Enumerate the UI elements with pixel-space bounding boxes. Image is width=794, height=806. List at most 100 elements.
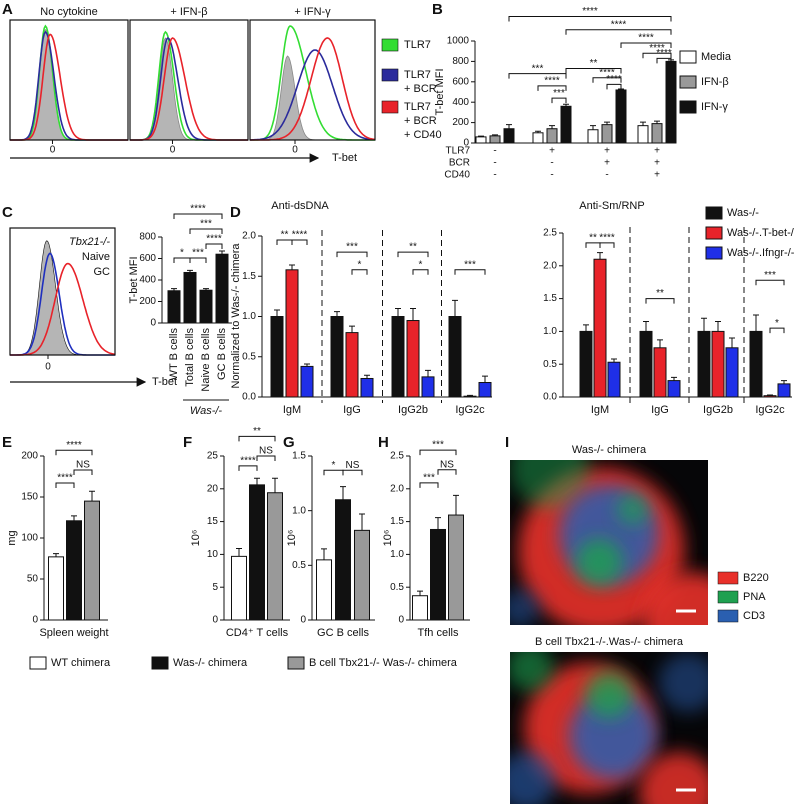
error-bar xyxy=(410,307,416,321)
condition-mark: - xyxy=(493,158,496,169)
error-bar xyxy=(289,264,295,270)
significance-label: **** xyxy=(649,43,665,54)
bar xyxy=(697,330,711,398)
error-bar xyxy=(729,337,735,348)
y-tick-label: 0.5 xyxy=(292,560,306,571)
condition-mark: - xyxy=(605,170,608,181)
significance-bracket xyxy=(351,269,368,275)
significance-label: **** xyxy=(206,234,222,245)
significance-label: **** xyxy=(240,455,256,466)
panel-label: F xyxy=(183,434,192,451)
significance-bracket xyxy=(342,469,363,476)
significance-bracket xyxy=(508,73,567,79)
y-tick-label: 1.5 xyxy=(543,293,557,304)
x-tick-label: 0 xyxy=(292,145,298,156)
condition-mark: - xyxy=(493,146,496,157)
y-tick-label: 600 xyxy=(452,76,469,87)
y-axis-label: T-bet MFI xyxy=(128,256,140,303)
legend-label: TLR7 xyxy=(404,39,431,51)
bar xyxy=(48,556,64,621)
bar xyxy=(532,132,544,144)
legend-label: Was-/-.Ifngr-/- xyxy=(727,247,794,259)
bar xyxy=(615,89,627,144)
panel-label: E xyxy=(2,434,12,451)
legend-swatch xyxy=(705,226,723,240)
y-tick-label: 1.0 xyxy=(242,311,256,322)
error-bar xyxy=(359,513,365,531)
error-bar xyxy=(492,134,498,136)
bar xyxy=(345,332,359,398)
error-bar xyxy=(89,490,95,502)
histogram-baseline xyxy=(130,37,248,141)
y-axis-label: mg xyxy=(6,530,18,545)
significance-label: **** xyxy=(582,6,598,17)
significance-label: ** xyxy=(589,232,597,243)
legend-label: Was-/- xyxy=(727,207,759,219)
condition-mark: + xyxy=(604,158,610,169)
bar xyxy=(777,383,791,398)
y-tick-label: 0 xyxy=(300,615,306,626)
significance-label: **** xyxy=(292,230,308,241)
significance-label: * xyxy=(775,318,779,329)
y-tick-label: 0 xyxy=(32,615,38,626)
error-bar xyxy=(781,380,787,384)
significance-bracket xyxy=(323,469,344,476)
condition-mark: + xyxy=(654,146,660,157)
significance-bracket xyxy=(551,97,567,104)
y-tick-label: 200 xyxy=(452,117,469,128)
x-tick-label: Naive B cells xyxy=(200,328,212,392)
legend-swatch xyxy=(287,656,305,670)
significance-bracket xyxy=(336,251,368,258)
histogram-curve xyxy=(130,36,248,141)
legend-swatch xyxy=(717,590,739,604)
bar xyxy=(66,520,82,621)
y-tick-label: 200 xyxy=(21,451,38,462)
x-tick-label: IgG xyxy=(343,404,361,416)
panel-label: H xyxy=(378,434,389,451)
bar xyxy=(421,376,435,398)
y-tick-label: 0.5 xyxy=(543,359,557,370)
error-bar xyxy=(767,394,773,396)
legend-label: Tbx21-/- xyxy=(69,236,110,248)
bar xyxy=(335,499,351,621)
significance-bracket xyxy=(508,16,672,22)
legend-label: Was-/- chimera xyxy=(173,657,248,669)
error-bar xyxy=(549,125,555,129)
significance-bracket xyxy=(276,239,293,246)
significance-bracket xyxy=(585,242,601,248)
significance-bracket xyxy=(620,42,672,49)
y-tick-label: 10 xyxy=(207,549,219,560)
legend-swatch xyxy=(29,656,47,670)
error-bar xyxy=(425,369,431,377)
legend-swatch xyxy=(679,50,697,64)
error-bar xyxy=(203,288,209,291)
bar xyxy=(587,129,599,144)
significance-label: * xyxy=(358,259,362,270)
y-axis-label: Normalized to Was-/- chimera xyxy=(230,243,242,389)
legend-label: + BCR xyxy=(404,115,437,127)
x-axis-label: T-bet xyxy=(332,152,357,164)
y-tick-label: 1.5 xyxy=(242,271,256,282)
significance-label: **** xyxy=(66,440,82,451)
legend-swatch xyxy=(717,609,739,623)
y-tick-label: 1.0 xyxy=(543,326,557,337)
significance-bracket xyxy=(656,57,672,64)
x-tick-label: IgG2c xyxy=(755,404,785,416)
micrograph xyxy=(510,460,708,625)
error-bar xyxy=(671,376,677,381)
bar xyxy=(354,529,370,621)
bar xyxy=(215,253,229,324)
condition-label: CD40 xyxy=(444,170,470,181)
x-tick-label: IgG2b xyxy=(703,404,733,416)
legend-swatch xyxy=(151,656,169,670)
histogram-title: + IFN-β xyxy=(170,6,207,18)
y-tick-label: 0 xyxy=(150,318,156,329)
error-bar xyxy=(321,548,327,560)
error-bar xyxy=(753,314,759,332)
x-tick-label: 0 xyxy=(45,362,51,373)
y-tick-label: 2.5 xyxy=(543,228,557,239)
bar xyxy=(406,320,420,398)
significance-bracket xyxy=(419,449,457,456)
error-bar xyxy=(482,375,488,383)
